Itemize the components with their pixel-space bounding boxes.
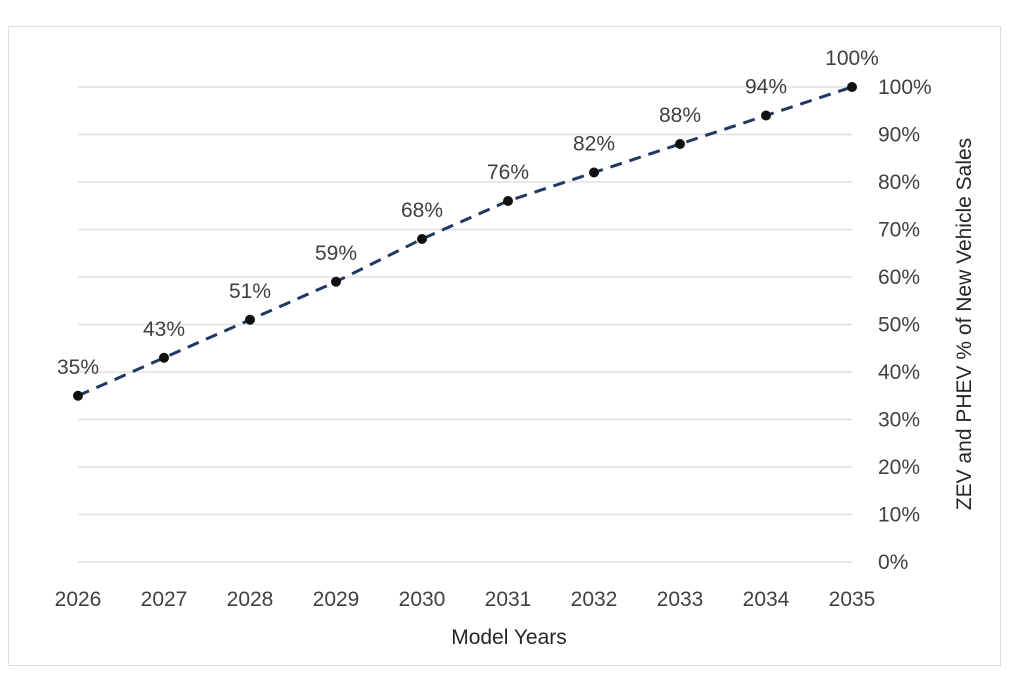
x-axis-title: Model Years [451, 626, 567, 649]
x-tick-label: 2026 [55, 588, 102, 611]
data-point [73, 390, 83, 401]
data-label: 59% [315, 242, 357, 265]
y-tick-label: 90% [878, 124, 920, 147]
x-axis-tick-labels: 2026 2027 2028 2029 2030 2031 2032 2033 2034 2035 [55, 588, 876, 611]
y-tick-label: 30% [878, 409, 920, 432]
gridlines [78, 86, 852, 563]
data-point [503, 196, 513, 206]
y-tick-label: 20% [878, 456, 920, 479]
data-point [761, 110, 771, 121]
x-tick-label: 2030 [399, 588, 446, 611]
data-label: 68% [401, 199, 443, 222]
data-point [245, 314, 255, 325]
chart-frame [8, 26, 1001, 666]
data-point [589, 167, 599, 178]
y-tick-label: 50% [878, 314, 920, 337]
x-tick-label: 2033 [657, 588, 704, 611]
data-point [159, 352, 169, 363]
x-tick-label: 2032 [571, 588, 618, 611]
y-axis-title: ZEV and PHEV % of New Vehicle Sales [953, 138, 976, 510]
y-axis-tick-labels: 0% 10% 20% 30% 40% 50% 60% 70% 80% 90% 100% [878, 76, 932, 574]
x-tick-label: 2027 [141, 588, 188, 611]
x-tick-label: 2029 [313, 588, 360, 611]
x-tick-label: 2028 [227, 588, 274, 611]
data-label: 94% [745, 76, 787, 99]
y-tick-label: 40% [878, 361, 920, 384]
series-line-group [73, 82, 857, 401]
data-point [675, 139, 685, 149]
x-tick-label: 2034 [743, 588, 790, 611]
y-tick-label: 100% [878, 76, 932, 99]
y-tick-label: 10% [878, 504, 920, 527]
data-label: 35% [57, 356, 99, 379]
data-label: 100% [825, 47, 879, 70]
data-label: 51% [229, 280, 271, 303]
x-tick-label: 2035 [829, 588, 876, 611]
series-line [77, 85, 853, 398]
y-tick-label: 80% [878, 171, 920, 194]
y-tick-label: 70% [878, 219, 920, 242]
data-label: 43% [143, 318, 185, 341]
y-tick-label: 0% [878, 551, 908, 574]
data-label: 88% [659, 104, 701, 127]
y-tick-label: 60% [878, 266, 920, 289]
data-labels: 35% 43% 51% 59% 68% 76% 82% 88% 94% 100% [57, 47, 879, 379]
data-point [847, 82, 857, 92]
data-label: 76% [487, 161, 529, 184]
data-label: 82% [573, 133, 615, 156]
data-point [417, 234, 427, 244]
data-point [331, 276, 341, 287]
x-tick-label: 2031 [485, 588, 532, 611]
